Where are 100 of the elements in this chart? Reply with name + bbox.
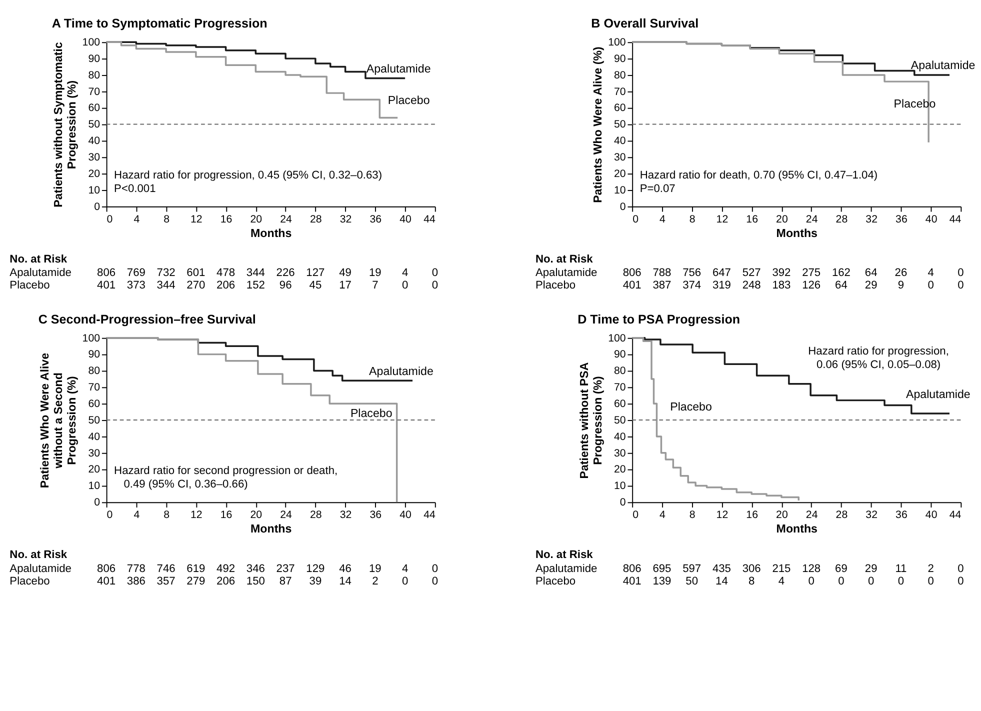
- y-tick-label: 80: [614, 365, 626, 378]
- y-tick-label: 100: [608, 332, 626, 344]
- x-axis-title: Months: [776, 228, 818, 240]
- x-tick-label: 36: [896, 509, 908, 522]
- y-tick-label: 30: [88, 447, 100, 460]
- text: 806 769 732 601 478 344 226 127 49 19 4 0: [97, 267, 438, 280]
- x-tick-label: 32: [866, 213, 878, 226]
- y-tick-label: 20: [88, 464, 100, 476]
- annotation: 0.06 (95% CI, 0.05–0.08): [816, 358, 941, 371]
- annotation: 0.49 (95% CI, 0.36–0.66): [124, 478, 248, 491]
- x-tick-label: 20: [776, 213, 788, 226]
- text: 401 139 50 14 8 4 0 0 0 0 0 0: [622, 575, 964, 588]
- chart-title: D Time to PSA Progression: [578, 312, 740, 326]
- y-tick-label: 50: [614, 414, 626, 426]
- y-tick-label: 40: [614, 430, 626, 443]
- series-label: Placebo: [350, 408, 392, 420]
- y-tick-label: 40: [88, 430, 100, 443]
- x-tick-label: 28: [310, 213, 322, 226]
- annotation: Hazard ratio for progression,: [808, 345, 949, 358]
- x-tick-label: 4: [134, 213, 140, 226]
- y-tick-label: 30: [88, 152, 100, 164]
- text: Apalutamide: [10, 267, 72, 280]
- y-tick-label: 100: [82, 36, 100, 49]
- y-axis-title: Patients without PSA Progression (%): [578, 362, 604, 479]
- y-tick-label: 10: [614, 480, 626, 492]
- x-axis-title: Months: [250, 524, 292, 536]
- text: Placebo: [535, 280, 576, 292]
- x-tick-label: 8: [689, 509, 696, 522]
- y-tick-label: 30: [614, 447, 626, 460]
- text: Apalutamide: [535, 562, 598, 575]
- x-tick-label: 44: [949, 213, 962, 226]
- y-axis-title: Patients without Symptomatic Progression (%): [53, 42, 79, 208]
- text: No. at Risk: [535, 253, 594, 266]
- x-tick-label: 24: [806, 213, 818, 226]
- x-tick-label: 40: [400, 509, 412, 522]
- x-tick-label: 40: [400, 213, 412, 226]
- text: 806 788 756 647 527 392 275 162 64 26 4 0: [622, 267, 964, 280]
- y-tick-label: 10: [88, 480, 100, 492]
- y-tick-label: 50: [88, 118, 100, 131]
- y-tick-label: 20: [614, 168, 626, 180]
- y-tick-label: 50: [614, 118, 626, 131]
- y-tick-label: 40: [614, 135, 626, 148]
- annotation: Hazard ratio for second progression or death,: [114, 465, 338, 478]
- x-tick-label: 20: [250, 509, 262, 522]
- x-tick-label: 28: [310, 509, 322, 522]
- x-axis-title: Months: [776, 524, 818, 536]
- y-tick-label: 10: [614, 184, 626, 196]
- x-tick-label: 20: [776, 509, 788, 522]
- x-tick-label: 16: [220, 213, 232, 226]
- x-tick-label: 4: [659, 509, 666, 522]
- y-tick-label: 80: [88, 69, 100, 82]
- y-tick-label: 100: [608, 36, 626, 49]
- x-tick-label: 12: [716, 213, 728, 226]
- y-tick-label: 10: [88, 184, 100, 196]
- x-tick-label: 40: [925, 213, 938, 226]
- x-tick-label: 8: [164, 213, 170, 226]
- x-tick-label: 8: [689, 213, 696, 226]
- x-tick-label: 16: [746, 509, 758, 522]
- series-label: Apalutamide: [366, 63, 431, 76]
- x-tick-label: 0: [632, 509, 639, 522]
- x-tick-label: 4: [659, 213, 666, 226]
- x-axis-title: Months: [250, 228, 292, 240]
- x-tick-label: 44: [424, 213, 436, 226]
- x-tick-label: 40: [925, 509, 938, 522]
- y-tick-label: 20: [614, 464, 626, 476]
- x-tick-label: 24: [280, 213, 292, 226]
- x-tick-label: 16: [746, 213, 758, 226]
- series-label: Placebo: [670, 402, 712, 414]
- text: No. at Risk: [535, 549, 594, 562]
- x-tick-label: 0: [632, 213, 639, 226]
- x-tick-label: 32: [340, 213, 352, 226]
- y-tick-label: 60: [88, 398, 100, 410]
- y-tick-label: 0: [94, 496, 100, 509]
- chart-title: A Time to Symptomatic Progression: [52, 16, 268, 31]
- y-tick-label: 90: [88, 348, 100, 361]
- x-tick-label: 28: [836, 213, 848, 226]
- y-tick-label: 40: [88, 135, 100, 148]
- text: Placebo: [535, 575, 576, 588]
- y-tick-label: 70: [88, 382, 100, 394]
- annotation: P<0.001: [114, 182, 156, 195]
- x-tick-label: 20: [250, 213, 262, 226]
- y-tick-label: 60: [614, 102, 626, 114]
- y-tick-label: 80: [614, 69, 626, 82]
- y-tick-label: 0: [620, 496, 626, 509]
- y-axis-title: Patients Who Were Alive (%): [592, 46, 604, 203]
- y-tick-label: 50: [88, 414, 100, 426]
- x-tick-label: 36: [370, 509, 382, 522]
- x-tick-label: 0: [106, 509, 113, 522]
- text: 806 778 746 619 492 346 237 129 46 19 4 0: [97, 562, 438, 575]
- text: Apalutamide: [535, 267, 598, 280]
- y-tick-label: 70: [88, 86, 100, 98]
- x-tick-label: 8: [164, 509, 170, 522]
- x-tick-label: 24: [806, 509, 818, 522]
- x-tick-label: 16: [220, 509, 232, 522]
- series-label: Apalutamide: [906, 388, 970, 401]
- y-tick-label: 90: [88, 52, 100, 65]
- series-label: Placebo: [388, 95, 430, 108]
- x-tick-label: 12: [190, 213, 202, 226]
- x-tick-label: 4: [134, 509, 140, 522]
- chart-title: B Overall Survival: [591, 16, 699, 31]
